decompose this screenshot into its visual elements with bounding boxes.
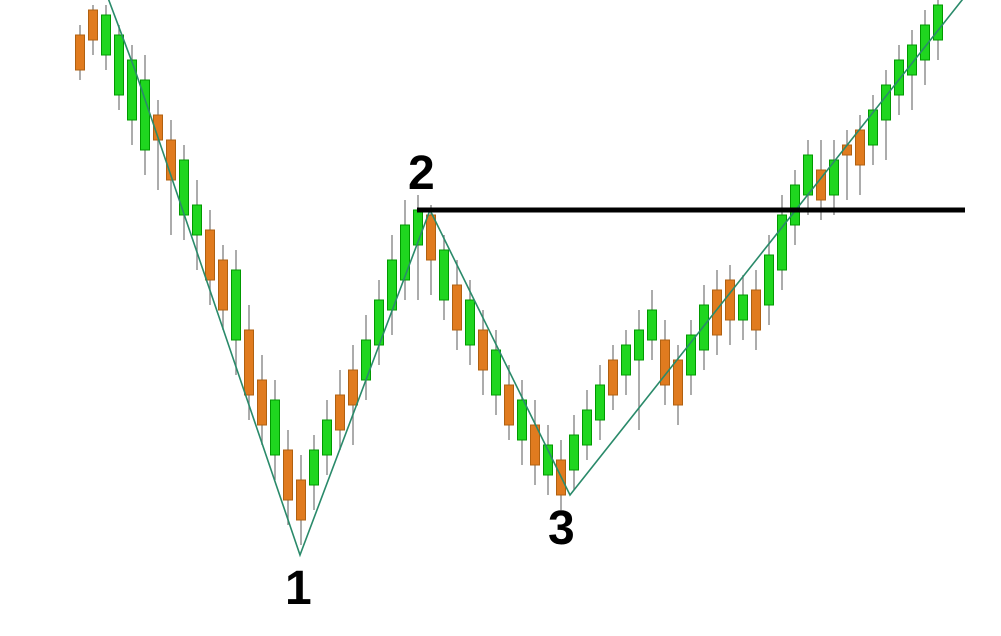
chart-canvas (0, 0, 1001, 636)
candlestick-chart: 1 2 3 (0, 0, 1001, 636)
pattern-label-3: 3 (548, 505, 575, 553)
pattern-label-2: 2 (408, 150, 435, 198)
pattern-label-1: 1 (285, 565, 312, 613)
